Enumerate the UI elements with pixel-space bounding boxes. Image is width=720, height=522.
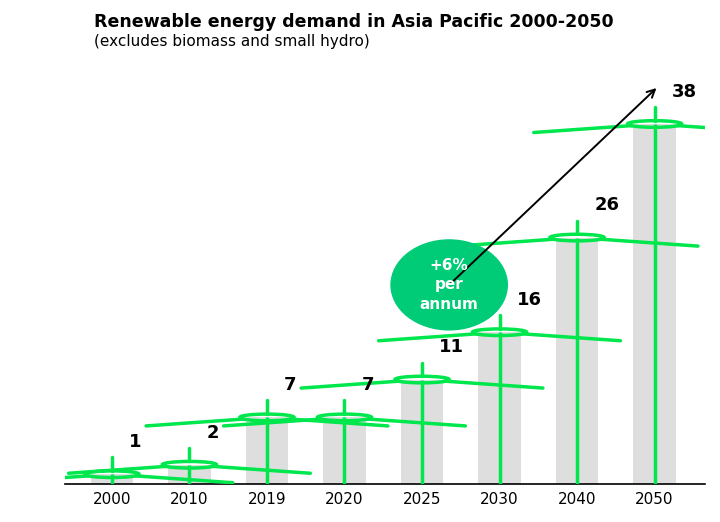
Text: (excludes biomass and small hydro): (excludes biomass and small hydro) (94, 34, 369, 49)
Text: 1: 1 (129, 433, 141, 451)
Text: 26: 26 (594, 196, 619, 215)
Text: +6%
per
annum: +6% per annum (420, 257, 479, 312)
Bar (246, 418, 288, 484)
Text: 7: 7 (361, 376, 374, 394)
Text: 7: 7 (284, 376, 297, 394)
Bar (634, 124, 676, 484)
Text: 2: 2 (207, 423, 219, 442)
Bar (401, 379, 444, 484)
Text: 11: 11 (439, 338, 464, 357)
Bar (91, 474, 133, 484)
Bar (556, 238, 598, 484)
Text: 16: 16 (517, 291, 541, 309)
Text: Renewable energy demand in Asia Pacific 2000-2050: Renewable energy demand in Asia Pacific … (94, 13, 613, 31)
Ellipse shape (391, 240, 508, 330)
Text: 38: 38 (672, 83, 697, 101)
Bar (478, 332, 521, 484)
Bar (168, 465, 211, 484)
Bar (323, 418, 366, 484)
